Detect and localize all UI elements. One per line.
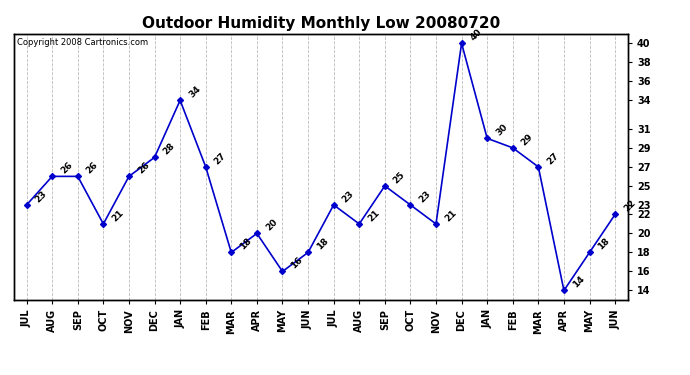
Text: 18: 18 [238,237,253,252]
Text: 27: 27 [213,151,228,166]
Text: 28: 28 [161,141,177,157]
Text: 21: 21 [443,208,458,223]
Text: 25: 25 [392,170,407,185]
Text: 23: 23 [34,189,49,204]
Text: 26: 26 [59,160,75,176]
Text: 26: 26 [85,160,100,176]
Text: 30: 30 [494,123,509,138]
Title: Outdoor Humidity Monthly Low 20080720: Outdoor Humidity Monthly Low 20080720 [141,16,500,31]
Text: 34: 34 [187,84,202,99]
Text: Copyright 2008 Cartronics.com: Copyright 2008 Cartronics.com [17,38,148,47]
Text: 29: 29 [520,132,535,147]
Text: 21: 21 [366,208,382,223]
Text: 27: 27 [545,151,560,166]
Text: 21: 21 [110,208,126,223]
Text: 26: 26 [136,160,151,176]
Text: 20: 20 [264,217,279,232]
Text: 23: 23 [417,189,433,204]
Text: 14: 14 [571,274,586,290]
Text: 16: 16 [289,255,304,271]
Text: 23: 23 [341,189,356,204]
Text: 18: 18 [315,237,331,252]
Text: 22: 22 [622,198,638,214]
Text: 40: 40 [469,27,484,42]
Text: 18: 18 [596,237,611,252]
